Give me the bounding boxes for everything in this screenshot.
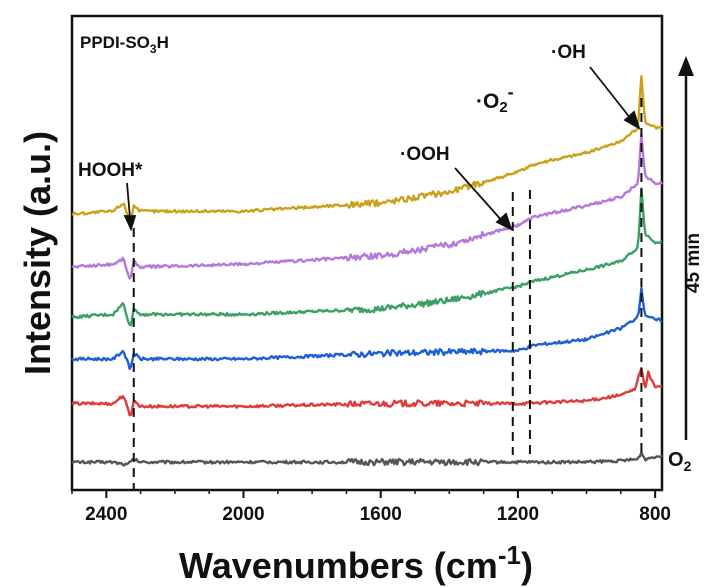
annotation-arrows (123, 66, 641, 232)
arrow-hooh (126, 182, 131, 219)
plot-frame (70, 14, 664, 492)
arrowhead-ooh (495, 212, 513, 231)
annotation-ooh: ·OOH (400, 144, 450, 165)
annotation-oh: ·OH (551, 42, 586, 63)
arrowhead-hooh (123, 215, 137, 232)
series-line-5 (71, 132, 663, 280)
arrow-ooh (454, 167, 504, 223)
marker-lines (132, 98, 643, 490)
time-arrow (678, 56, 694, 440)
annotation-hooh: HOOH* (78, 160, 143, 181)
x-tick-label-2400: 2400 (85, 504, 127, 525)
arrowhead-oh (623, 110, 641, 130)
series-line-6 (71, 74, 663, 223)
y-axis-title: Intensity (a.u.) (17, 131, 58, 375)
chart-title: PPDI-SO3H (80, 33, 169, 56)
annotation-o2-radical: ·O2- (476, 82, 514, 116)
x-axis-ticks: 2400 2000 1600 1200 800 (71, 490, 671, 525)
time-arrowhead (678, 56, 694, 76)
series-line-3 (71, 286, 663, 371)
time-label: 45 min (683, 233, 704, 293)
arrow-oh (589, 66, 632, 120)
o2-bottom-label: O2 (668, 449, 692, 474)
x-tick-label-2000: 2000 (222, 504, 264, 525)
x-tick-label-1600: 1600 (360, 504, 402, 525)
series-line-2 (71, 366, 663, 417)
x-axis-title: Wavenumbers (cm-1) (179, 540, 533, 586)
series-group (71, 74, 663, 467)
series-line-4 (71, 187, 663, 327)
x-tick-label-1200: 1200 (497, 504, 539, 525)
x-tick-label-800: 800 (639, 504, 671, 525)
series-line-1 (71, 450, 663, 467)
